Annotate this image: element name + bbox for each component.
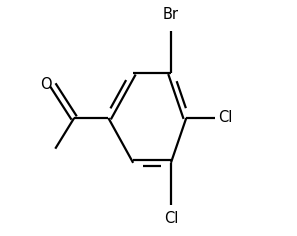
Text: Br: Br — [163, 7, 179, 22]
Text: Cl: Cl — [218, 110, 233, 126]
Text: O: O — [40, 77, 52, 93]
Text: Cl: Cl — [164, 211, 178, 226]
